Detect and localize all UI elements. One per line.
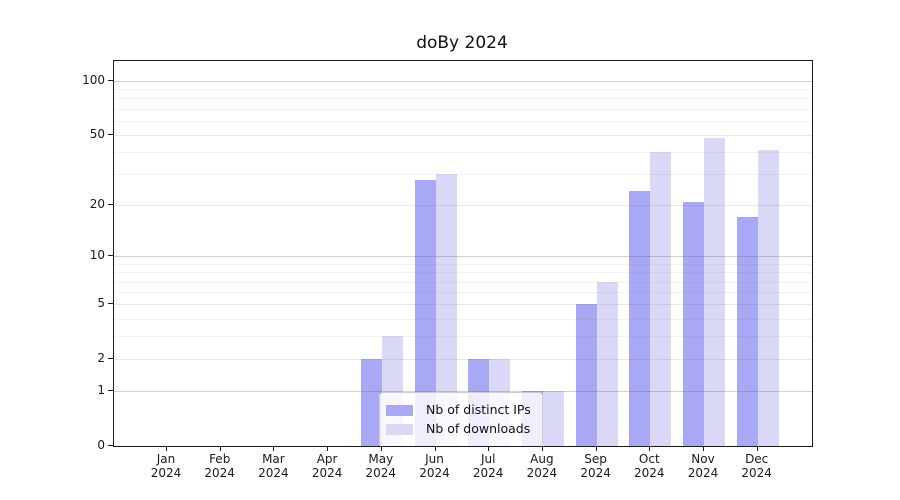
y-tick-mark-100: [108, 79, 113, 81]
y-tick-mark-2: [108, 358, 113, 360]
bar-nb-of-downloads-nov: [704, 138, 725, 446]
gridline-y-3: [114, 336, 812, 338]
chart-title: doBy 2024: [416, 33, 508, 53]
gridline-y-50: [114, 135, 812, 136]
legend-swatch-downloads: [386, 423, 413, 435]
gridline-y-8: [114, 272, 812, 274]
y-tick-mark-20: [108, 204, 113, 206]
legend-item-distinct-ips: Nb of distinct IPs: [386, 402, 532, 418]
x-tick-mark-dec: [756, 446, 758, 451]
x-tick-label-may: May 2024: [365, 452, 397, 480]
legend: Nb of distinct IPs Nb of downloads: [379, 392, 543, 446]
x-tick-mark-jul: [488, 446, 490, 451]
bar-nb-of-distinct-ips-may: [360, 359, 382, 446]
x-tick-mark-oct: [649, 446, 651, 451]
x-tick-mark-nov: [703, 446, 704, 451]
bar-nb-of-downloads-dec: [757, 150, 779, 446]
x-tick-mark-jan: [166, 446, 167, 451]
y-tick-mark-50: [108, 134, 113, 135]
y-tick-label-100: 100: [82, 72, 105, 87]
bar-nb-of-downloads-sep: [596, 281, 618, 446]
gridline-y-6: [114, 292, 812, 294]
x-tick-label-sep: Sep 2024: [580, 452, 611, 480]
bar-nb-of-downloads-aug: [542, 391, 564, 446]
x-tick-mark-feb: [219, 446, 221, 451]
x-tick-label-dec: Dec 2024: [741, 452, 772, 480]
y-tick-mark-10: [108, 255, 113, 257]
y-tick-label-1: 1: [97, 383, 105, 398]
x-tick-mark-sep: [595, 446, 597, 451]
x-tick-label-jun: Jun 2024: [419, 452, 450, 480]
gridline-y-80: [114, 98, 812, 100]
y-tick-label-20: 20: [89, 197, 105, 212]
gridline-y-60: [114, 120, 812, 122]
x-tick-mark-may: [380, 446, 382, 451]
x-tick-mark-mar: [273, 446, 275, 451]
y-tick-label-10: 10: [89, 248, 105, 263]
gridline-y-10: [114, 256, 812, 258]
bar-nb-of-distinct-ips-nov: [683, 201, 704, 446]
bar-nb-of-distinct-ips-dec: [736, 217, 758, 446]
y-tick-mark-0: [108, 445, 113, 446]
bar-nb-of-distinct-ips-jun: [414, 179, 436, 446]
y-tick-label-2: 2: [97, 351, 105, 366]
gridline-y-70: [114, 108, 812, 110]
y-tick-label-5: 5: [97, 296, 105, 311]
x-tick-label-apr: Apr 2024: [311, 452, 343, 480]
x-tick-label-mar: Mar 2024: [258, 452, 289, 480]
y-tick-label-50: 50: [89, 127, 105, 141]
y-tick-mark-1: [108, 390, 113, 392]
gridline-y-30: [114, 174, 812, 176]
bar-nb-of-distinct-ips-sep: [575, 304, 597, 446]
gridline-y-90: [114, 89, 812, 91]
x-tick-mark-jun: [434, 446, 436, 451]
x-tick-label-jul: Jul 2024: [472, 452, 504, 480]
gridline-y-20: [114, 205, 812, 207]
x-tick-label-aug: Aug 2024: [526, 452, 558, 480]
gridline-y-4: [114, 318, 812, 320]
bar-nb-of-downloads-oct: [650, 152, 672, 446]
x-tick-label-feb: Feb 2024: [204, 452, 235, 480]
y-tick-label-0: 0: [97, 438, 105, 452]
bar-nb-of-distinct-ips-oct: [629, 191, 651, 446]
gridline-y-2: [114, 359, 812, 361]
x-tick-label-nov: Nov 2024: [687, 452, 719, 480]
x-tick-mark-apr: [327, 446, 329, 451]
gridline-y-1: [114, 391, 812, 393]
gridline-y-7: [114, 281, 812, 283]
bar-nb-of-downloads-jun: [435, 174, 457, 446]
plot-area: Nb of distinct IPs Nb of downloads: [113, 60, 813, 447]
gridline-y-100: [114, 80, 812, 82]
legend-label-distinct-ips: Nb of distinct IPs: [426, 402, 531, 417]
y-tick-mark-5: [108, 303, 113, 305]
legend-item-downloads: Nb of downloads: [386, 421, 532, 437]
gridline-y-5: [114, 304, 812, 306]
x-tick-mark-aug: [541, 446, 543, 451]
legend-label-downloads: Nb of downloads: [426, 421, 531, 436]
x-tick-label-oct: Oct 2024: [634, 452, 665, 480]
x-tick-label-jan: Jan 2024: [150, 452, 182, 480]
legend-swatch-distinct-ips: [386, 404, 413, 416]
gridline-y-9: [114, 263, 812, 265]
gridline-y-40: [114, 152, 812, 154]
